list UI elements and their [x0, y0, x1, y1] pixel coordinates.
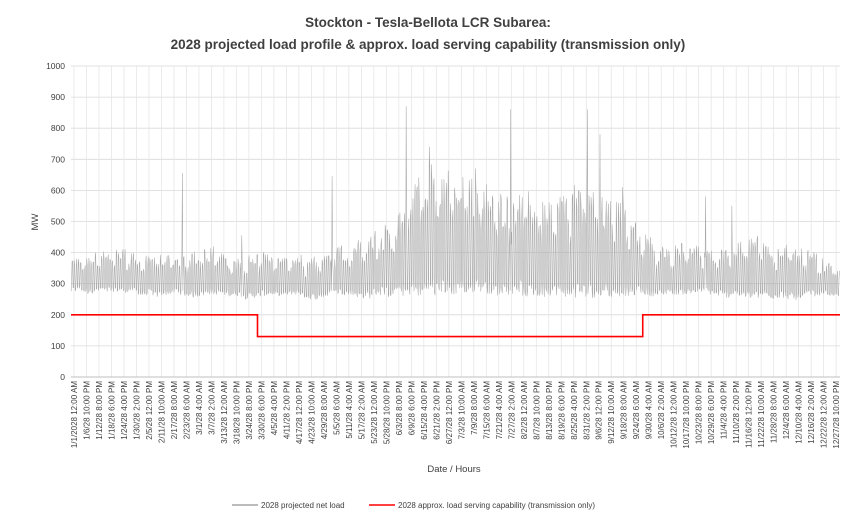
- x-tick-label: 6/9/28 6:00 PM: [407, 381, 416, 436]
- x-tick-label: 5/17/28 2:00 AM: [357, 381, 366, 440]
- x-tick-label: 6/15/28 4:00 PM: [420, 381, 429, 440]
- x-tick-label: 7/3/28 10:00 AM: [457, 381, 466, 440]
- x-tick-label: 8/25/28 4:00 PM: [570, 381, 579, 440]
- legend-label-capability: 2028 approx. load serving capability (tr…: [398, 501, 595, 510]
- x-tick-label: 10/23/28 8:00 PM: [695, 381, 704, 444]
- x-tick-label: 5/11/28 4:00 AM: [345, 381, 354, 439]
- x-tick-label: 10/17/28 10:00 PM: [682, 381, 691, 449]
- x-tick-label: 1/6/28 10:00 PM: [82, 381, 91, 440]
- x-tick-label: 6/27/28 12:00 PM: [445, 381, 454, 444]
- x-tick-label: 2/5/28 12:00 PM: [145, 381, 154, 440]
- x-tick-label: 3/30/28 6:00 PM: [257, 381, 266, 440]
- x-tick-label: 3/13/28 12:00 AM: [220, 381, 229, 444]
- x-tick-label: 5/23/28 12:00 AM: [370, 381, 379, 444]
- y-tick-label: 300: [51, 279, 65, 289]
- x-tick-label: 12/10/28 4:00 AM: [795, 381, 804, 444]
- x-tick-label: 1/30/28 2:00 PM: [132, 381, 141, 440]
- y-tick-label: 400: [51, 248, 65, 258]
- x-tick-label: 1/1/2028 12:00 AM: [70, 381, 79, 449]
- x-tick-label: 5/5/28 6:00 AM: [332, 381, 341, 435]
- x-tick-label: 4/17/28 12:00 PM: [295, 381, 304, 444]
- x-tick-label: 11/22/28 10:00 AM: [757, 381, 766, 448]
- x-tick-label: 3/18/28 10:00 PM: [232, 381, 241, 444]
- legend: 2028 projected net load 2028 approx. loa…: [232, 501, 595, 510]
- x-tick-label: 2/17/28 8:00 AM: [170, 381, 179, 440]
- x-tick-label: 4/11/28 2:00 PM: [282, 381, 291, 439]
- x-tick-label: 8/31/28 2:00 PM: [582, 381, 591, 440]
- x-tick-label: 8/19/28 6:00 PM: [557, 381, 566, 440]
- x-tick-label: 1/18/28 6:00 PM: [107, 381, 116, 440]
- x-tick-label: 9/6/28 12:00 PM: [595, 381, 604, 440]
- x-tick-label: 9/18/28 8:00 AM: [620, 381, 629, 440]
- x-tick-label: 12/4/28 6:00 AM: [782, 381, 791, 440]
- x-tick-label: 6/3/28 8:00 PM: [395, 381, 404, 436]
- x-tick-label: 11/16/28 12:00 PM: [745, 381, 754, 448]
- x-tick-label: 3/7/28 2:00 AM: [207, 381, 216, 435]
- x-tick-label: 10/12/28 12:00 AM: [670, 381, 679, 449]
- x-tick-label: 8/2/28 12:00 AM: [520, 381, 529, 440]
- x-tick-label: 11/4/28 4:00 PM: [720, 381, 729, 439]
- x-tick-label: 4/5/28 4:00 PM: [270, 381, 279, 436]
- x-tick-label: 7/15/28 6:00 AM: [482, 381, 491, 440]
- chart-title: Stockton - Tesla-Bellota LCR Subarea:: [305, 15, 551, 30]
- y-tick-label: 500: [51, 217, 65, 227]
- x-tick-label: 1/24/28 4:00 PM: [120, 381, 129, 440]
- series-layer: [70, 106, 840, 338]
- x-tick-label: 6/21/28 2:00 PM: [432, 381, 441, 440]
- x-tick-label: 7/9/28 8:00 AM: [470, 381, 479, 435]
- series-capability-line: [71, 314, 840, 338]
- y-tick-label: 600: [51, 185, 65, 195]
- y-axis-ticks: 0 100 200 300 400 500 600 700 800 900 1000: [46, 61, 65, 382]
- x-tick-label: 9/24/28 6:00 AM: [632, 381, 641, 440]
- y-axis-label: MW: [30, 214, 41, 231]
- x-tick-label: 10/6/28 2:00 AM: [657, 381, 666, 440]
- legend-label-net-load: 2028 projected net load: [261, 501, 345, 510]
- x-tick-label: 12/16/28 2:00 AM: [807, 381, 816, 444]
- x-tick-label: 7/27/28 2:00 AM: [507, 381, 516, 440]
- x-tick-label: 5/28/28 10:00 PM: [382, 381, 391, 444]
- x-axis-label: Date / Hours: [427, 464, 481, 475]
- y-tick-label: 800: [51, 123, 65, 133]
- x-tick-label: 2/11/28 10:00 AM: [157, 381, 166, 443]
- y-tick-label: 1000: [46, 61, 65, 71]
- x-tick-label: 12/27/28 10:00 PM: [832, 381, 841, 449]
- x-tick-label: 7/21/28 4:00 AM: [495, 381, 504, 440]
- x-tick-label: 11/10/28 2:00 PM: [732, 381, 741, 444]
- x-tick-label: 2/23/28 6:00 AM: [182, 381, 191, 440]
- x-tick-label: 8/7/28 10:00 PM: [532, 381, 541, 440]
- x-tick-label: 11/28/28 8:00 AM: [770, 381, 779, 443]
- x-tick-label: 9/30/28 4:00 AM: [645, 381, 654, 440]
- x-tick-label: 1/12/28 8:00 PM: [95, 381, 104, 440]
- x-tick-label: 3/24/28 8:00 PM: [245, 381, 254, 440]
- x-tick-label: 10/29/28 6:00 PM: [707, 381, 716, 444]
- x-tick-label: 9/12/28 10:00 AM: [607, 381, 616, 444]
- x-tick-label: 8/13/28 8:00 PM: [545, 381, 554, 440]
- y-tick-label: 100: [51, 341, 65, 351]
- x-tick-label: 3/1/28 4:00 AM: [195, 381, 204, 435]
- y-tick-label: 900: [51, 92, 65, 102]
- y-tick-label: 0: [60, 372, 65, 382]
- x-tick-label: 4/23/28 10:00 AM: [307, 381, 316, 444]
- series-net-load-line: [70, 106, 840, 301]
- x-tick-label: 4/29/28 8:00 AM: [320, 381, 329, 440]
- y-tick-label: 200: [51, 310, 65, 320]
- y-tick-label: 700: [51, 154, 65, 164]
- chart-subtitle: 2028 projected load profile & approx. lo…: [171, 37, 686, 52]
- x-axis-ticks: 1/1/2028 12:00 AM 1/6/28 10:00 PM 1/12/28 …: [70, 381, 841, 449]
- x-tick-label: 12/22/28 12:00 AM: [820, 381, 829, 449]
